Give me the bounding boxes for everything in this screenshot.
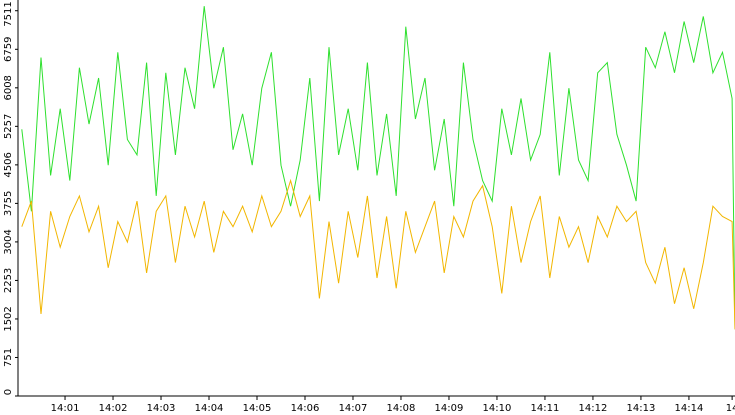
x-tick-label: 14:05 [243,403,272,414]
x-tick-label: 14:07 [339,403,368,414]
x-tick-label: 14:11 [531,403,560,414]
y-tick-label: 1502 [3,306,14,331]
x-tick-label: 14:06 [291,403,320,414]
y-tick-label: 6759 [3,37,14,62]
x-tick-label: 14:09 [435,403,464,414]
y-tick-label: 5257 [3,114,14,139]
x-tick-label: 14:08 [387,403,416,414]
x-tick-label: 14:03 [147,403,176,414]
y-tick-label: 4506 [3,152,14,177]
y-tick-label: 3004 [3,229,14,254]
x-tick-label: 14:02 [99,403,128,414]
x-tick-label: 14:14 [675,403,704,414]
y-tick-label: 3755 [3,191,14,216]
y-tick-label: 2253 [3,268,14,293]
x-tick-label: 14:13 [627,403,656,414]
y-tick-label: 751 [3,348,14,367]
y-tick-label: 6008 [3,75,14,100]
x-tick-label: 14:10 [483,403,512,414]
x-tick-label: 14:01 [51,403,80,414]
x-tick-label: 14 [726,403,735,414]
x-tick-label: 14:04 [195,403,224,414]
series-line [21,6,735,330]
x-tick-label: 14:12 [579,403,608,414]
y-tick-label: 7511 [3,1,14,26]
series-line [21,178,735,330]
y-tick-label: 0 [3,389,14,395]
